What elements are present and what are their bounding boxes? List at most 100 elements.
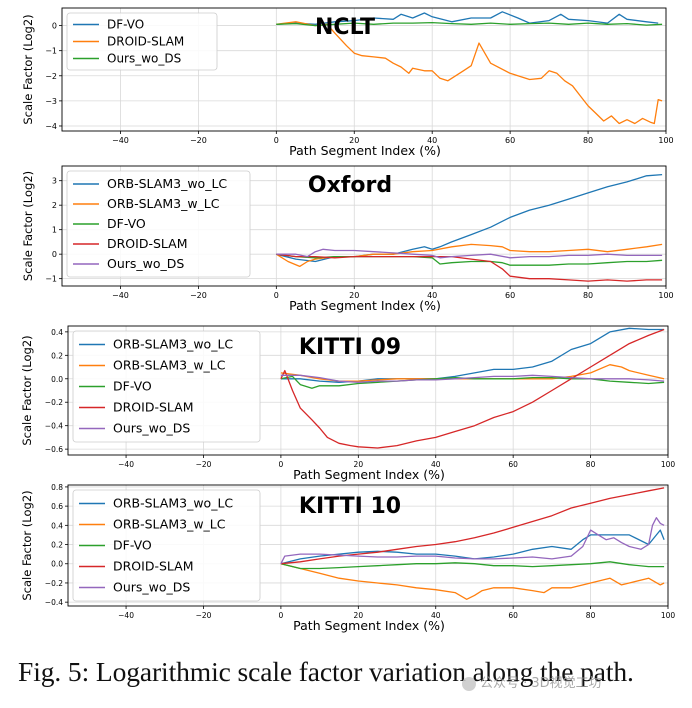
series-line-ours-wo-ds — [280, 517, 665, 564]
x-tick-label: 0 — [274, 136, 279, 145]
x-tick-label: −40 — [112, 291, 129, 300]
plot-frame — [67, 325, 669, 456]
y-tick-label: 0.2 — [51, 351, 63, 360]
x-tick-label: 20 — [349, 136, 359, 145]
y-tick-label: 0.4 — [51, 521, 63, 530]
x-tick-label: −20 — [196, 460, 212, 469]
x-tick-label: 20 — [349, 291, 359, 300]
legend-label: ORB-SLAM3_wo_LC — [113, 496, 233, 511]
x-tick-label: −20 — [196, 611, 212, 620]
chart-title: NCLT — [315, 15, 375, 40]
wechat-icon — [462, 676, 476, 691]
series-line-ours-wo-ds — [276, 21, 663, 27]
watermark: 公众号 · 3D视觉工坊 — [462, 672, 602, 691]
x-tick-label: 100 — [658, 291, 673, 300]
chart-panel-2: −40 −20 0 20 40 60 80 100 −1 0 1 2 3 Path Segment Ind… — [21, 165, 674, 313]
plot-frame — [67, 484, 669, 607]
series-line-orb-slam3-w-lc — [280, 563, 665, 600]
x-axis-label: Path Segment Index (%) — [293, 467, 445, 482]
legend-label: DF-VO — [113, 538, 152, 553]
y-tick-label: 0 — [52, 22, 57, 31]
series-line-droid-slam — [280, 328, 665, 449]
y-tick-label: −0.4 — [45, 422, 63, 431]
series-line-ours-wo-ds — [280, 374, 665, 383]
y-tick-label: 0.6 — [51, 502, 63, 511]
legend-box — [66, 170, 251, 278]
series-line-orb-slam3-wo-lc — [280, 529, 665, 565]
chart-panel-4: −40 −20 0 20 40 60 80 100 −0.4 −0.2 0.0 0.2 0.4 0.6 0.… — [20, 483, 675, 633]
legend-label: Ours_wo_DS — [107, 52, 181, 66]
y-tick-label: −0.4 — [45, 598, 63, 607]
y-tick-label: 0.2 — [51, 541, 63, 550]
y-tick-label: −3 — [45, 97, 57, 106]
series-line-droid-slam — [276, 21, 663, 125]
x-tick-label: 80 — [586, 611, 596, 620]
y-tick-label: −4 — [45, 122, 57, 131]
legend-label: DROID-SLAM — [113, 559, 194, 574]
x-tick-label: 20 — [354, 611, 364, 620]
x-tick-label: 100 — [658, 136, 673, 145]
x-tick-label: 60 — [508, 460, 518, 469]
series-line-droid-slam — [276, 253, 663, 282]
legend-label: Ours_wo_DS — [113, 421, 190, 436]
x-tick-label: 20 — [354, 460, 364, 469]
legend-label: DROID-SLAM — [107, 236, 188, 251]
y-tick-label: 0 — [52, 250, 57, 259]
legend-label: ORB-SLAM3_wo_LC — [113, 337, 233, 352]
x-tick-label: 100 — [661, 611, 676, 620]
y-tick-label: −0.2 — [45, 579, 63, 588]
x-tick-label: 40 — [431, 611, 441, 620]
chart-title: KITTI 09 — [299, 335, 401, 360]
legend-label: DROID-SLAM — [107, 35, 184, 49]
plot-frame — [61, 165, 667, 287]
legend-label: DF-VO — [107, 18, 144, 32]
y-tick-label: 0.0 — [51, 375, 63, 384]
series-line-df-vo — [280, 561, 665, 570]
x-tick-label: 60 — [505, 136, 515, 145]
chart-panel-1: −40 −20 0 20 40 60 80 100 −4 −3 −2 −1 0 Path Segment … — [21, 7, 674, 158]
y-axis-label: Scale Factor (Log2) — [20, 490, 34, 600]
plot-frame — [61, 7, 667, 132]
x-tick-label: −20 — [190, 291, 207, 300]
x-axis-label: Path Segment Index (%) — [289, 143, 441, 158]
x-tick-label: 60 — [505, 291, 515, 300]
legend-label: ORB-SLAM3_wo_LC — [107, 176, 227, 191]
y-tick-label: −0.2 — [45, 398, 63, 407]
series-line-df-vo — [280, 375, 665, 389]
y-tick-label: 0.8 — [51, 483, 63, 492]
y-tick-label: 2 — [52, 201, 57, 210]
y-tick-label: −2 — [45, 72, 57, 81]
chart-title: Oxford — [308, 173, 392, 198]
x-axis-label: Path Segment Index (%) — [289, 298, 441, 313]
x-tick-label: 0 — [279, 611, 284, 620]
x-tick-label: 40 — [427, 136, 437, 145]
series-line-df-vo — [276, 11, 659, 25]
y-tick-label: −0.6 — [45, 445, 63, 454]
watermark-text: 公众号 · 3D视觉工坊 — [480, 676, 602, 691]
legend-label: ORB-SLAM3_w_LC — [113, 517, 226, 532]
y-axis-label: Scale Factor (Log2) — [21, 171, 35, 281]
x-tick-label: 0 — [279, 460, 284, 469]
series-line-orb-slam3-w-lc — [275, 243, 663, 268]
legend-box — [72, 489, 261, 602]
legend-label: DF-VO — [107, 216, 146, 231]
y-tick-label: 1 — [52, 226, 57, 235]
series-line-ours-wo-ds — [276, 248, 663, 259]
x-tick-label: 60 — [508, 611, 518, 620]
legend-label: DF-VO — [113, 379, 152, 394]
legend-label: ORB-SLAM3_w_LC — [107, 196, 220, 211]
legend-label: DROID-SLAM — [113, 400, 194, 415]
legend-box — [66, 12, 218, 71]
x-tick-label: 40 — [431, 460, 441, 469]
x-tick-label: 40 — [427, 291, 437, 300]
x-tick-label: −40 — [112, 136, 129, 145]
x-axis-label: Path Segment Index (%) — [293, 618, 445, 633]
x-tick-label: 80 — [586, 460, 596, 469]
y-axis-label: Scale Factor (Log2) — [21, 14, 35, 124]
legend-label: ORB-SLAM3_w_LC — [113, 358, 226, 373]
chart-panel-3: −40 −20 0 20 40 60 80 100 −0.6 −0.4 −0.2 0.0 0.2 0.4 P… — [20, 325, 675, 482]
y-tick-label: 0.0 — [51, 560, 63, 569]
y-tick-label: 3 — [52, 177, 57, 186]
x-tick-label: 0 — [274, 291, 279, 300]
